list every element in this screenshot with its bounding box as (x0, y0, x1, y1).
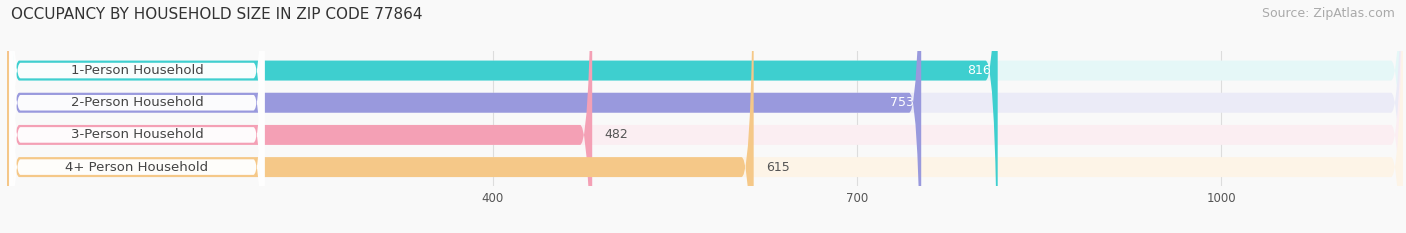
FancyBboxPatch shape (7, 0, 1403, 233)
Text: Source: ZipAtlas.com: Source: ZipAtlas.com (1261, 7, 1395, 20)
FancyBboxPatch shape (7, 0, 754, 233)
Text: 1-Person Household: 1-Person Household (70, 64, 204, 77)
FancyBboxPatch shape (7, 0, 592, 233)
FancyBboxPatch shape (7, 0, 1403, 233)
FancyBboxPatch shape (10, 0, 264, 233)
FancyBboxPatch shape (7, 0, 1403, 233)
Text: 3-Person Household: 3-Person Household (70, 128, 204, 141)
FancyBboxPatch shape (7, 0, 1403, 233)
Text: 4+ Person Household: 4+ Person Household (65, 161, 208, 174)
Text: 753: 753 (890, 96, 914, 109)
Text: 615: 615 (766, 161, 790, 174)
Text: OCCUPANCY BY HOUSEHOLD SIZE IN ZIP CODE 77864: OCCUPANCY BY HOUSEHOLD SIZE IN ZIP CODE … (11, 7, 423, 22)
FancyBboxPatch shape (10, 0, 264, 233)
FancyBboxPatch shape (7, 0, 921, 233)
Text: 482: 482 (605, 128, 628, 141)
Text: 816: 816 (967, 64, 990, 77)
FancyBboxPatch shape (10, 0, 264, 233)
FancyBboxPatch shape (7, 0, 998, 233)
FancyBboxPatch shape (10, 0, 264, 233)
Text: 2-Person Household: 2-Person Household (70, 96, 204, 109)
